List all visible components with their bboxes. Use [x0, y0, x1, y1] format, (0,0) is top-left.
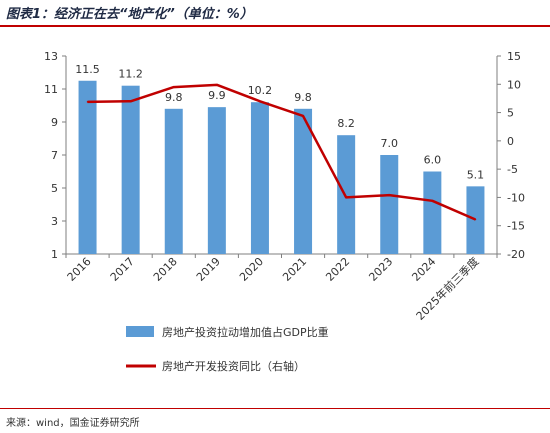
bar-series — [78, 80, 485, 255]
y-left-tick-label: 13 — [44, 50, 58, 63]
bar-value-label: 9.9 — [208, 89, 226, 102]
y-left-tick-label: 7 — [51, 149, 58, 162]
legend-label-line: 房地产开发投资同比（右轴） — [162, 359, 305, 373]
bar-2019 — [207, 107, 226, 255]
legend-label-bar: 房地产投资拉动增加值占GDP比重 — [162, 325, 329, 339]
bar-value-label: 8.2 — [337, 117, 355, 130]
x-tick-label: 2024 — [409, 255, 438, 284]
bar-2021 — [294, 108, 313, 254]
bar-value-label: 7.0 — [381, 137, 399, 150]
chart-header: 图表1：经济正在去“地产化”（单位：%） — [0, 0, 550, 27]
x-tick-label: 2019 — [194, 255, 223, 284]
y-right-tick-label: -20 — [507, 248, 525, 261]
bar-value-label: 5.1 — [467, 168, 485, 181]
x-tick-label: 2016 — [65, 255, 94, 284]
x-tick-label: 2022 — [323, 255, 352, 284]
y-right-tick-label: -10 — [507, 191, 525, 204]
source-note: 来源：wind，国金证券研究所 — [6, 418, 140, 429]
x-tick-label: 2020 — [237, 255, 266, 284]
line-point-2018 — [172, 86, 175, 88]
line-point-2016 — [86, 101, 89, 103]
y-left-tick-label: 11 — [44, 83, 58, 96]
bar-2016 — [78, 80, 97, 254]
bar-value-label: 6.0 — [424, 154, 442, 167]
y-left-tick-label: 9 — [51, 116, 58, 129]
y-right-tick-label: 15 — [507, 50, 521, 63]
bar-2022 — [337, 135, 356, 254]
y-right-tick-label: -5 — [507, 163, 518, 176]
line-point-2019 — [216, 84, 218, 86]
y-left-tick-label: 3 — [51, 215, 58, 228]
line-point-2022 — [345, 196, 347, 199]
y-left-tick-label: 5 — [51, 182, 58, 195]
x-tick-label: 2018 — [151, 255, 180, 284]
bar-2024 — [423, 171, 442, 254]
yoy-investment-line — [87, 83, 476, 221]
legend-swatch-bar — [126, 326, 154, 337]
footer-rule — [0, 408, 550, 409]
chart-title: 图表1：经济正在去“地产化”（单位：%） — [6, 7, 253, 22]
y-right-tick-label: 5 — [507, 107, 514, 120]
bar-2018 — [164, 108, 183, 254]
x-tick-label: 2021 — [280, 255, 309, 284]
bar-value-label: 11.2 — [118, 68, 143, 81]
header-rule — [0, 25, 550, 27]
bar-2017 — [121, 85, 140, 254]
bar-2020 — [250, 102, 269, 254]
line-point-2021 — [302, 115, 304, 117]
bar-value-label: 9.8 — [294, 91, 312, 104]
line-point-2023 — [388, 194, 391, 196]
y-right-tick-label: 0 — [507, 135, 514, 148]
x-tick-label: 2017 — [108, 255, 137, 284]
line-point-2020 — [259, 100, 261, 103]
line-series — [86, 83, 477, 221]
bar-value-label: 10.2 — [248, 84, 273, 97]
bar-value-label: 11.5 — [75, 63, 100, 76]
bar-value-label: 9.8 — [165, 91, 183, 104]
y-right-tick-label: -15 — [507, 220, 525, 233]
bar-2023 — [380, 155, 399, 254]
y-right-tick-label: 10 — [507, 78, 521, 91]
y-left-tick-label: 1 — [51, 248, 58, 261]
data-labels: 11.5 11.2 9.8 9.9 10.2 9.8 8.2 7.0 6.0 5.1 — [75, 63, 484, 182]
line-point-2024 — [431, 200, 434, 202]
line-point-2025年前三季度 — [474, 218, 477, 221]
x-tick-label: 2023 — [366, 255, 395, 284]
line-point-2017 — [129, 100, 132, 103]
